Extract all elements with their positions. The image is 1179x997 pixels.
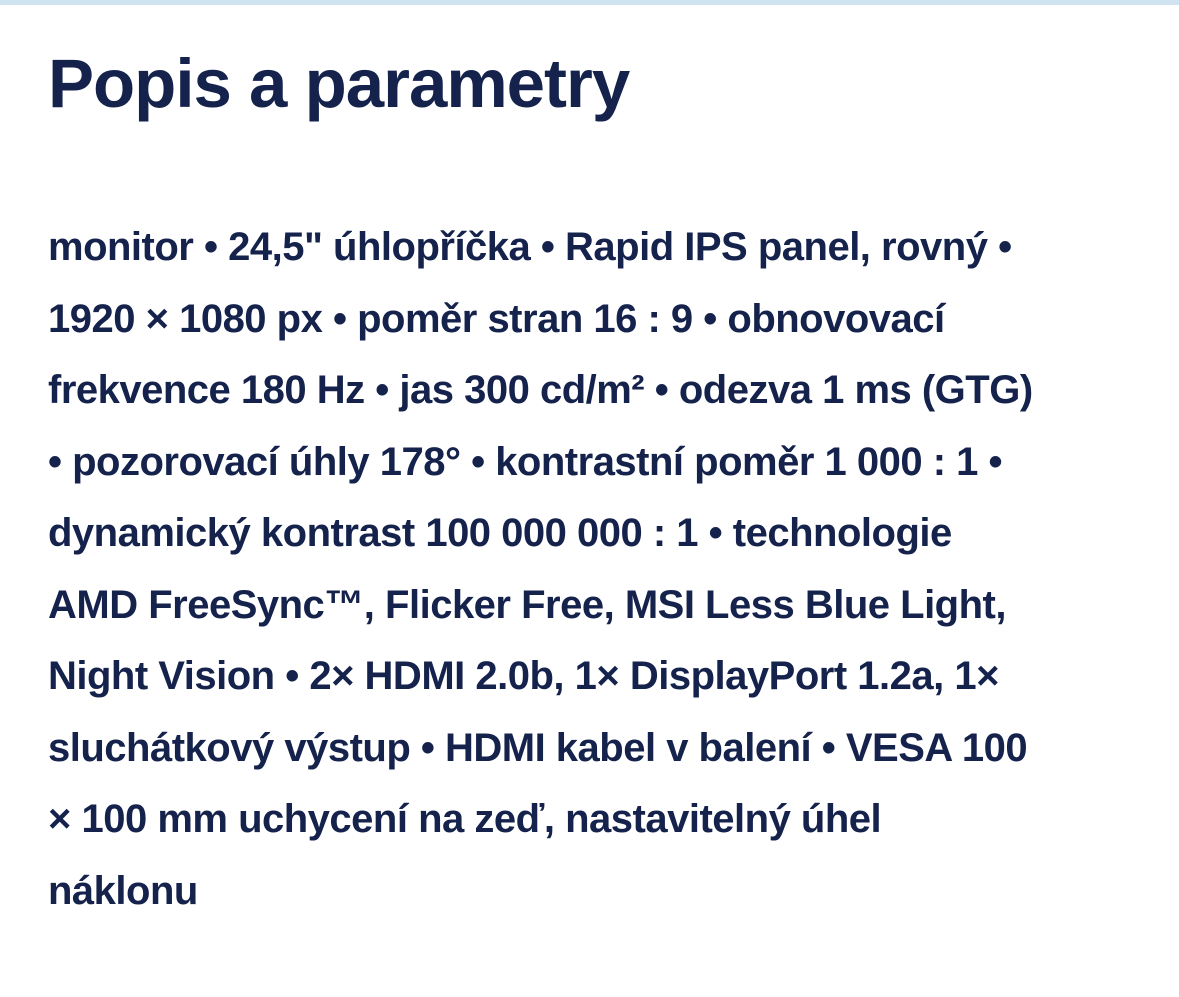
section-top-divider bbox=[0, 0, 1179, 5]
description-line: 1920 × 1080 px • poměr stran 16 : 9 • ob… bbox=[48, 296, 945, 341]
description-line: frekvence 180 Hz • jas 300 cd/m² • odezv… bbox=[48, 368, 1033, 412]
description-section: Popis a parametry monitor • 24,5" úhlopř… bbox=[0, 41, 1179, 927]
description-line: × 100 mm uchycení na zeď, nastavitelný ú… bbox=[48, 797, 882, 841]
description-line: sluchátkový výstup • HDMI kabel v balení… bbox=[48, 725, 1028, 770]
description-line: dynamický kontrast 100 000 000 : 1 • tec… bbox=[48, 511, 952, 555]
description-line: náklonu bbox=[48, 868, 198, 913]
description-line: AMD FreeSync™, Flicker Free, MSI Less Bl… bbox=[48, 582, 1006, 627]
description-line: monitor • 24,5" úhlopříčka • Rapid IPS p… bbox=[48, 225, 1012, 269]
description-line: • pozorovací úhly 178° • kontrastní pomě… bbox=[48, 439, 1003, 484]
product-description: monitor • 24,5" úhlopříčka • Rapid IPS p… bbox=[48, 212, 1133, 927]
description-line: Night Vision • 2× HDMI 2.0b, 1× DisplayP… bbox=[48, 654, 999, 698]
section-title: Popis a parametry bbox=[48, 45, 630, 122]
